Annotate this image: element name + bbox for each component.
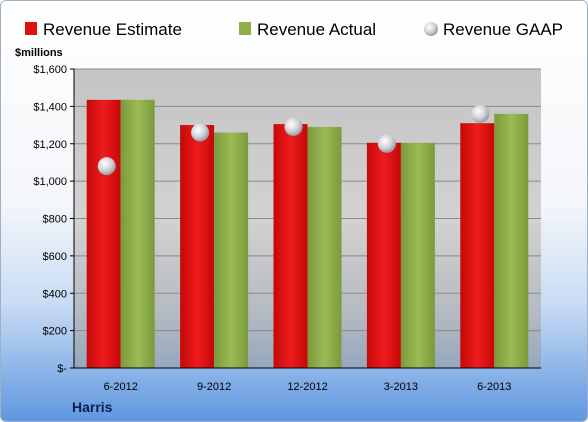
legend-revenue-actual-swatch: [239, 22, 251, 35]
revenue-estimate-bar: [86, 99, 121, 368]
x-tick-label: 12-2012: [287, 381, 327, 393]
revenue-actual-bar: [307, 126, 342, 369]
revenue-gaap-marker: [377, 134, 396, 153]
legend-revenue-estimate-swatch: [25, 22, 37, 35]
y-tick-label: $1,000: [33, 176, 67, 188]
y-tick-label: $1,600: [33, 64, 67, 76]
legend-label: Revenue Actual: [257, 20, 376, 39]
x-tick-label: 6-2013: [477, 381, 511, 393]
y-tick-label: $1,400: [33, 101, 67, 113]
x-tick-label: 6-2012: [104, 381, 138, 393]
revenue-gaap-marker: [191, 123, 210, 142]
y-tick-label: $800: [43, 214, 67, 226]
revenue-gaap-marker: [97, 157, 116, 176]
legend-label: Revenue GAAP: [443, 20, 563, 39]
y-tick-label: $1,200: [33, 139, 67, 151]
x-tick-label: 3-2013: [384, 381, 418, 393]
revenue-estimate-bar: [273, 124, 308, 368]
y-tick-label: $200: [43, 326, 67, 338]
revenue-gaap-marker: [284, 117, 303, 136]
revenue-actual-bar: [400, 142, 435, 368]
revenue-estimate-bar: [366, 142, 401, 368]
y-tick-label: $600: [43, 251, 67, 263]
revenue-actual-bar: [120, 99, 155, 368]
revenue-estimate-bar: [460, 123, 495, 368]
y-tick-label: $-: [57, 363, 67, 375]
revenue-gaap-marker: [471, 104, 490, 123]
company-label: Harris: [72, 399, 113, 415]
legend-label: Revenue Estimate: [43, 20, 182, 39]
y-tick-label: $400: [43, 288, 67, 300]
legend-gaap-marker: [424, 22, 438, 36]
revenue-estimate-bar: [180, 125, 215, 368]
revenue-actual-bar: [494, 113, 529, 368]
revenue-actual-bar: [214, 132, 249, 368]
x-tick-label: 9-2012: [197, 381, 231, 393]
y-axis-unit-label: $millions: [15, 47, 63, 59]
